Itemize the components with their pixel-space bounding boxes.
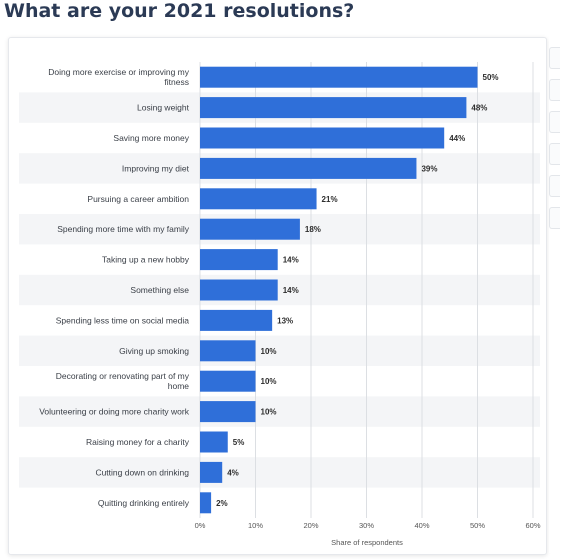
tool-button[interactable] [549,47,560,69]
x-tick-label: 50% [470,521,485,530]
category-label: Giving up smoking [119,346,189,356]
tool-button[interactable] [549,175,560,197]
row-band [19,457,540,488]
row-bands [19,92,540,488]
x-tick-label: 40% [414,521,429,530]
bar [200,127,445,149]
chart-card: Doing more exercise or improving my fitne… [8,37,547,555]
bar [200,431,228,453]
category-label: home [168,381,190,391]
category-label: Volunteering or doing more charity work [39,407,190,417]
value-label: 14% [283,286,299,295]
bar [200,492,212,514]
value-label: 2% [216,499,228,508]
category-label: Cutting down on drinking [95,467,189,477]
category-label: Saving more money [113,133,189,143]
x-tick-label: 10% [248,521,263,530]
category-label: Losing weight [137,103,190,113]
row-band [19,335,540,366]
bar [200,188,317,210]
category-label: Something else [130,285,189,295]
bars [200,66,478,514]
value-label: 4% [227,468,239,477]
chart-tool-panel [549,37,561,553]
category-label: Doing more exercise or improving my [48,67,190,77]
bar [200,97,467,119]
value-label: 10% [261,408,277,417]
x-axis-ticks: 0% 10% 20% 30% 40% 50% 60% [195,521,541,530]
bar [200,66,478,88]
page-title: What are your 2021 resolutions? [4,0,355,22]
category-label: Quitting drinking entirely [98,498,190,508]
value-label: 5% [233,438,245,447]
value-label: 14% [283,256,299,265]
category-label: fitness [164,77,189,87]
x-tick-label: 30% [359,521,374,530]
bar-chart: Doing more exercise or improving myfitne… [19,62,541,547]
value-label: 48% [471,104,487,113]
bar [200,218,300,240]
bar [200,279,278,301]
x-tick-label: 0% [195,521,206,530]
value-label: 50% [483,73,499,82]
tool-button[interactable] [549,207,560,229]
category-labels: Doing more exercise or improving myfitne… [39,67,190,508]
x-axis-title: Share of respondents [331,538,403,547]
bar [200,309,273,331]
tool-button[interactable] [549,111,560,133]
bar [200,340,256,362]
category-label: Improving my diet [122,163,190,173]
value-label: 10% [261,347,277,356]
value-label: 44% [449,134,465,143]
x-tick-label: 20% [303,521,318,530]
category-label: Decorating or renovating part of my [56,371,190,381]
value-label: 39% [421,164,437,173]
row-band [19,274,540,306]
x-tick-label: 60% [525,521,540,530]
tool-button[interactable] [549,79,560,101]
bar [200,461,223,483]
bar [200,401,256,423]
value-label: 21% [322,195,338,204]
category-label: Taking up a new hobby [102,255,190,265]
value-label: 13% [277,316,293,325]
category-label: Spending more time with my family [57,224,190,234]
category-label: Raising money for a charity [86,437,190,447]
value-label: 10% [261,377,277,386]
row-band [19,396,540,427]
bar [200,249,278,271]
value-label: 18% [305,225,321,234]
value-labels: 50% 48% 44% 39% 21% 18% 14% 14% 13% 10% 10% 10% 5% 4%… [216,73,498,508]
bar [200,157,417,179]
category-label: Spending less time on social media [56,315,190,325]
tool-button[interactable] [549,143,560,165]
category-label: Pursuing a career ambition [87,194,189,204]
bar [200,370,256,392]
